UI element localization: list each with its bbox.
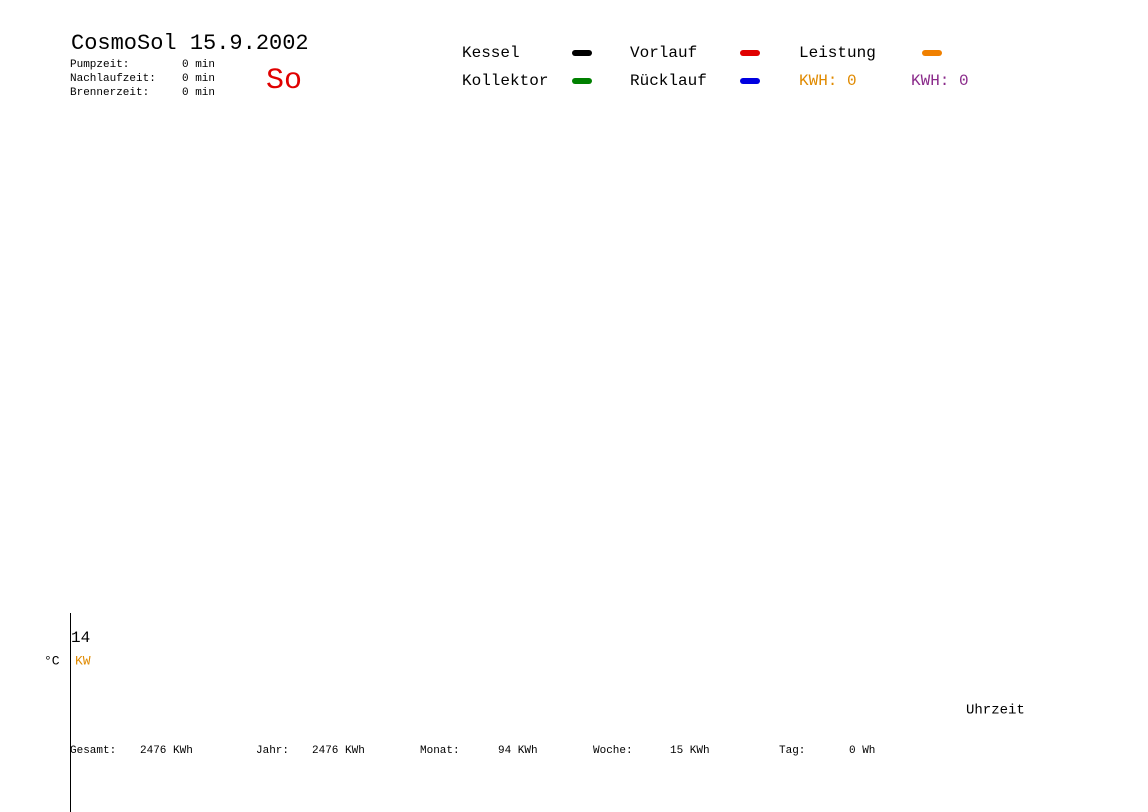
day: So (266, 64, 302, 98)
total-value: 0 Wh (849, 745, 875, 757)
total-label: Gesamt: (70, 745, 116, 757)
kwh: KWH: 0 (911, 72, 969, 90)
tick-label: 14 (71, 629, 90, 647)
time-value: 0 min (182, 87, 215, 99)
unit-right: KW (75, 653, 91, 668)
total-label: Woche: (593, 745, 633, 757)
total-label: Monat: (420, 745, 460, 757)
total-value: 2476 KWh (312, 745, 365, 757)
legend-label: Kollektor (462, 72, 548, 90)
time-value: 0 min (182, 59, 215, 71)
unit-left: °C (44, 653, 60, 668)
x-label: Uhrzeit (966, 703, 1025, 719)
time-label: Brennerzeit: (70, 87, 149, 99)
total-value: 94 KWh (498, 745, 538, 757)
time-label: Pumpzeit: (70, 59, 129, 71)
title: CosmoSol 15.9.2002 (71, 31, 309, 56)
total-label: Jahr: (256, 745, 289, 757)
total-value: 15 KWh (670, 745, 710, 757)
legend-label: Kessel (462, 44, 520, 62)
time-label: Nachlaufzeit: (70, 73, 156, 85)
legend-label: Leistung (799, 44, 876, 62)
legend-label: Rücklauf (630, 72, 707, 90)
time-value: 0 min (182, 73, 215, 85)
legend-label: Vorlauf (630, 44, 697, 62)
kwh: KWH: 0 (799, 72, 857, 90)
total-value: 2476 KWh (140, 745, 193, 757)
total-label: Tag: (779, 745, 805, 757)
